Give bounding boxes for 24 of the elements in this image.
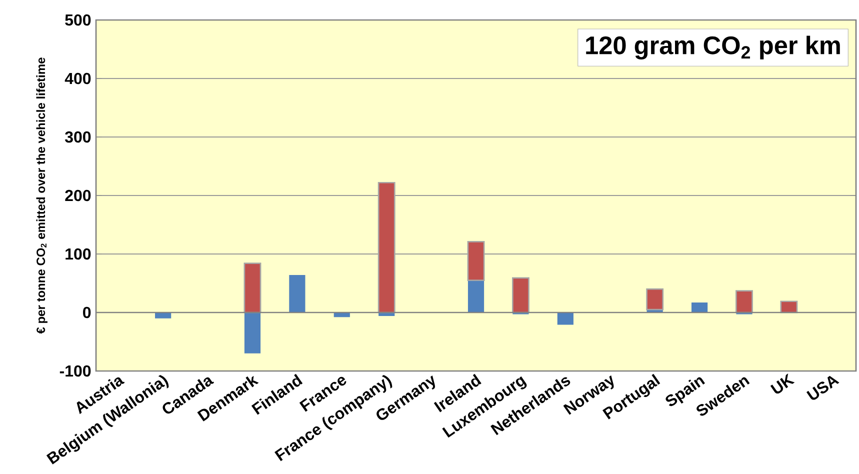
y-tick-label: 0	[83, 306, 91, 318]
y-tick-label: 400	[64, 72, 91, 84]
x-tick-label: USA	[806, 376, 840, 400]
bar	[736, 290, 753, 314]
bar	[378, 182, 396, 314]
bar	[289, 275, 306, 312]
x-tick-label: UK	[770, 374, 795, 394]
y-tick-label: 300	[64, 131, 91, 143]
bar	[780, 300, 798, 314]
y-tick-label: 200	[65, 190, 91, 202]
bar	[467, 241, 485, 281]
y-tick-label: -100	[60, 365, 91, 377]
bar	[468, 280, 484, 312]
y-tick-label: 100	[66, 248, 91, 260]
bar	[646, 288, 664, 310]
bar	[557, 312, 574, 325]
bar	[512, 277, 530, 314]
bar	[244, 312, 261, 354]
y-tick-label: 500	[65, 14, 91, 26]
text: 120 gram CO$_{2}$ per km	[586, 36, 840, 60]
bar	[244, 262, 262, 314]
y-axis-title: € per tonne CO$_{2}$ emitted over the vehicle lifetime	[36, 58, 48, 334]
bar	[155, 312, 172, 318]
bar	[691, 302, 708, 312]
